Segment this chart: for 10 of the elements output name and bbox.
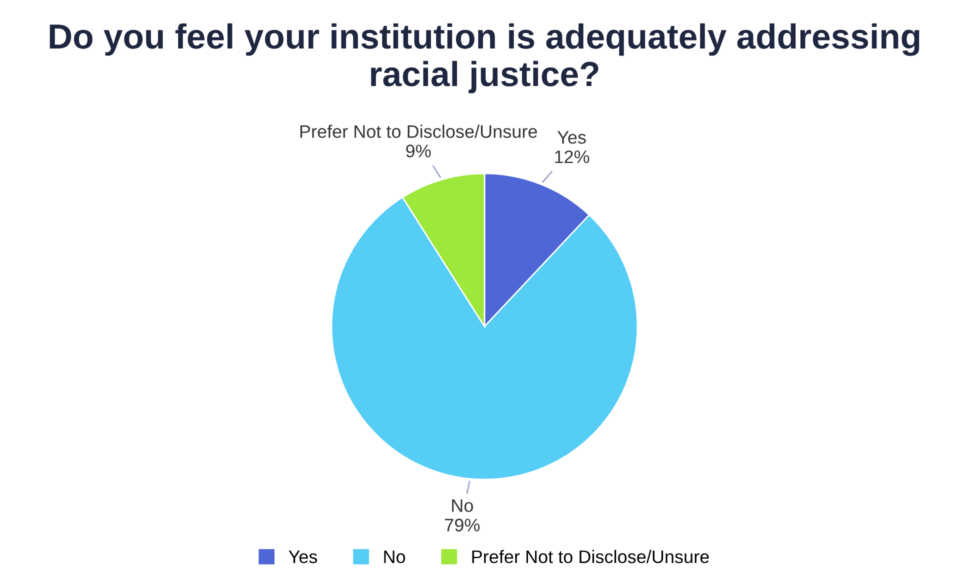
legend-label: Prefer Not to Disclose/Unsure bbox=[472, 550, 709, 564]
chart-title: Do you feel your institution is adequately addressing racial justice? bbox=[50, 23, 920, 94]
legend-label: No bbox=[384, 550, 406, 564]
slice-label: No bbox=[452, 499, 473, 512]
data-label: 79% bbox=[445, 518, 480, 532]
data-label: 12% bbox=[555, 150, 590, 164]
data-label: 9% bbox=[406, 144, 431, 158]
slice-label: Prefer Not to Disclose/Unsure bbox=[300, 124, 537, 138]
legend-label: Yes bbox=[288, 550, 318, 564]
slice-label: Yes bbox=[557, 131, 586, 144]
